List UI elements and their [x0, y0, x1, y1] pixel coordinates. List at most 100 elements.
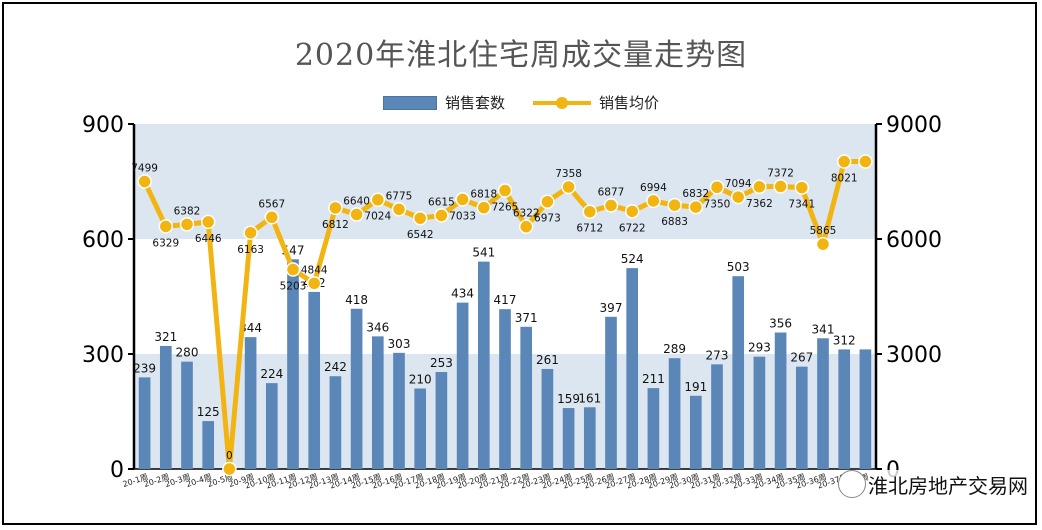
- price-point: [561, 179, 576, 195]
- price-value-label: 6615: [428, 196, 455, 208]
- bar: [626, 268, 639, 469]
- price-point: [200, 214, 216, 230]
- price-point: [243, 225, 258, 241]
- y-tick-label-left: 0: [110, 458, 124, 483]
- bar: [583, 407, 596, 469]
- price-point: [624, 204, 640, 219]
- price-value-label: 6832: [682, 188, 709, 200]
- price-point: [434, 208, 449, 223]
- bar: [329, 376, 342, 469]
- price-value-label: 6973: [534, 213, 561, 225]
- legend-item-line: 销售均价: [533, 92, 659, 113]
- price-point: [222, 461, 237, 477]
- y-tick-label-left: 600: [82, 228, 124, 253]
- price-point: [730, 189, 746, 205]
- price-value-label: 6712: [576, 223, 603, 235]
- band-upper: [134, 124, 876, 239]
- bar: [774, 332, 787, 469]
- bar: [520, 326, 533, 469]
- bar-value-label: 242: [324, 360, 347, 374]
- price-point: [540, 194, 555, 209]
- price-point: [137, 174, 152, 189]
- bar-value-label: 267: [790, 351, 813, 365]
- price-point: [328, 200, 343, 216]
- price-value-label: 6542: [407, 229, 434, 241]
- price-value-label: 7350: [704, 198, 731, 210]
- price-point: [349, 207, 364, 222]
- bar-value-label: 344: [239, 321, 262, 335]
- price-point: [476, 200, 492, 215]
- price-value-label: 7358: [555, 168, 582, 180]
- price-value-label: 6877: [598, 186, 625, 198]
- price-value-label: 6567: [258, 198, 285, 210]
- bar: [350, 308, 363, 469]
- bar: [371, 336, 384, 469]
- bar: [753, 356, 766, 469]
- bar-value-label: 161: [578, 391, 601, 405]
- bar-value-label: 253: [430, 356, 453, 370]
- price-value-label: 4844: [301, 264, 328, 276]
- bar: [287, 259, 299, 469]
- bar: [159, 345, 172, 469]
- price-value-label: 6322: [513, 208, 540, 220]
- y-tick-label-right: 3000: [886, 343, 942, 368]
- price-value-label: 6775: [386, 190, 413, 202]
- price-value-label: 6382: [174, 205, 201, 217]
- price-value-label: 7362: [746, 198, 773, 210]
- price-value-label: 6883: [661, 216, 688, 228]
- bar: [541, 368, 554, 469]
- bar-value-label: 356: [769, 317, 792, 331]
- price-value-label: 6722: [619, 222, 646, 234]
- chart-title: 2020年淮北住宅周成交量走势图: [294, 38, 748, 73]
- price-point: [688, 199, 704, 215]
- bar-value-label: 434: [451, 287, 474, 301]
- bar: [647, 388, 660, 469]
- legend-swatch-line: [533, 96, 591, 109]
- y-tick-label-right: 6000: [886, 228, 942, 253]
- bar-value-label: 418: [345, 293, 368, 307]
- price-value-label: 7033: [449, 210, 476, 222]
- price-point: [497, 183, 513, 198]
- price-value-label: 5865: [810, 225, 837, 237]
- price-value-label: 6163: [237, 244, 264, 256]
- price-point: [858, 154, 873, 169]
- bar: [414, 388, 427, 469]
- price-point: [391, 202, 407, 217]
- price-value-label: 6818: [470, 189, 497, 201]
- price-point: [646, 193, 661, 209]
- price-value-label: 6329: [152, 237, 179, 249]
- bar: [265, 383, 278, 469]
- price-point: [179, 217, 195, 232]
- bar-value-label: 261: [536, 353, 559, 367]
- price-point: [455, 192, 470, 207]
- bar-value-label: 341: [812, 322, 835, 336]
- price-value-label: 6812: [322, 219, 349, 231]
- bar: [456, 302, 469, 469]
- bar: [202, 421, 215, 469]
- price-value-label: 6640: [343, 195, 370, 207]
- bar: [308, 291, 321, 469]
- bar: [711, 364, 723, 469]
- price-value-label: 7265: [492, 202, 519, 214]
- price-value-label: 7499: [131, 163, 158, 175]
- y-tick-label-left: 900: [82, 113, 124, 138]
- bar-value-label: 125: [197, 405, 220, 419]
- price-value-label: 6994: [640, 182, 667, 194]
- bar: [605, 316, 617, 469]
- y-tick-label-right: 9000: [886, 113, 942, 138]
- y-tick-label-left: 300: [82, 343, 124, 368]
- price-value-label: 7094: [725, 178, 752, 190]
- bar: [435, 372, 448, 469]
- bar: [817, 338, 829, 469]
- price-value-label: 5203: [280, 281, 307, 293]
- bar-value-label: 524: [621, 252, 644, 266]
- price-value-label: 7341: [788, 199, 815, 211]
- price-point: [306, 276, 322, 291]
- legend-item-bar: 销售套数: [382, 92, 505, 113]
- price-point: [667, 197, 682, 213]
- bar-value-label: 397: [600, 301, 623, 315]
- bar: [838, 349, 851, 469]
- price-value-label: 8021: [831, 173, 858, 185]
